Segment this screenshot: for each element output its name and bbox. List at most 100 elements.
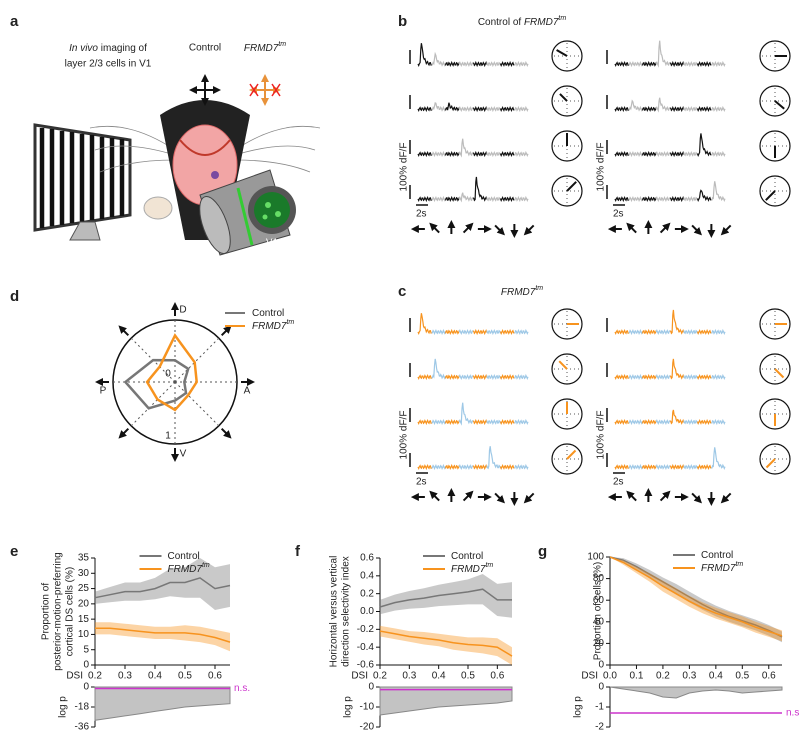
trace (655, 40, 671, 68)
series-line (609, 556, 783, 638)
direction-arrow (494, 224, 505, 236)
trace (614, 374, 630, 381)
logp-area (94, 686, 231, 721)
x-tick-label: 0.4 (148, 671, 162, 682)
y-axis-label: direction selectivity index (341, 556, 352, 667)
y-tick-label: -18 (75, 702, 90, 713)
direction-arrow (462, 490, 474, 502)
panel-label: d (10, 288, 19, 305)
trace (486, 373, 502, 381)
legend-label: FRMD7tm (451, 562, 493, 574)
y-axis-label: log p (573, 696, 584, 718)
x-scale-label: 2s (613, 477, 624, 488)
trace (696, 328, 712, 336)
trace (458, 328, 473, 336)
y-tick-label: 0.6 (360, 553, 374, 564)
trace (641, 463, 657, 470)
legend-name: Control (701, 550, 733, 561)
trace (514, 195, 529, 203)
trace (614, 329, 630, 336)
trace (431, 150, 447, 158)
trace (417, 196, 433, 203)
y-tick-label: -2 (595, 722, 604, 733)
trace (641, 328, 657, 335)
x-scale-label: 2s (416, 477, 427, 488)
x-axis-label: DSI (351, 671, 368, 682)
trace (499, 195, 515, 203)
x-tick-label: 0.6 (208, 671, 222, 682)
trace (417, 419, 433, 426)
trace (444, 102, 460, 112)
legend-label: FRMD7tm (252, 319, 294, 331)
category-label: V (180, 449, 187, 460)
legend-sup: tm (485, 562, 493, 569)
x-scale-label: 2s (613, 209, 624, 220)
trace (696, 60, 712, 68)
trace (444, 60, 460, 67)
trace (514, 373, 529, 381)
trace (458, 463, 473, 471)
panel-label: a (10, 13, 19, 30)
area-label: V1 (266, 238, 279, 249)
trace (486, 446, 502, 470)
trace (431, 328, 447, 336)
trace (655, 463, 670, 471)
trace (472, 176, 488, 202)
spoke (130, 381, 176, 427)
y-tick-label: 10 (78, 629, 90, 640)
trace (417, 106, 433, 113)
y-tick-label: 40 (593, 616, 605, 627)
y-axis-label: 100% dF/F (596, 143, 607, 192)
x-tick-label: 0.0 (603, 671, 617, 682)
y-tick-label: -0.2 (357, 624, 375, 635)
trace (472, 105, 488, 113)
trace (499, 373, 515, 381)
panel-title: FRMD7tm (501, 285, 543, 297)
panel-label: e (10, 543, 18, 560)
trace (711, 60, 726, 68)
x-tick-label: 0.5 (461, 671, 475, 682)
trace (417, 374, 433, 381)
trace (458, 105, 473, 113)
direction-arrow (626, 222, 637, 234)
y-axis-label: 100% dF/F (596, 411, 607, 460)
trace (683, 328, 699, 336)
polar-mini-vector (566, 181, 577, 192)
y-tick-label: -36 (75, 722, 90, 733)
trace (614, 151, 630, 158)
trace (641, 60, 657, 67)
y-tick-label: 0 (598, 660, 604, 671)
trace (431, 51, 447, 67)
legend-name: FRMD7 (701, 563, 736, 574)
trace (486, 105, 502, 113)
trace (486, 328, 502, 336)
trace (641, 150, 657, 157)
trace (417, 313, 433, 336)
spoke (174, 337, 220, 383)
trace (499, 463, 515, 471)
direction-arrow (626, 490, 637, 502)
trace (514, 328, 529, 336)
x-tick-label: 0.2 (373, 671, 387, 682)
polar-mini-vector (566, 449, 577, 460)
y-tick-label: 20 (593, 638, 605, 649)
category-label: A (244, 386, 251, 397)
trace (628, 150, 644, 158)
direction-arrow (220, 427, 232, 439)
trace (669, 463, 685, 471)
y-tick-label: -10 (360, 702, 375, 713)
polar-mini-vector (765, 458, 776, 469)
y-axis-label: cortical DS cells (%) (65, 567, 76, 656)
y-tick-label: 100 (587, 552, 604, 563)
panel-title: Control of FRMD7tm (478, 15, 567, 27)
y-axis-label: posterior-motion-preferring (53, 552, 64, 670)
y-tick-label: -1 (595, 702, 604, 713)
category-label: D (179, 305, 186, 316)
polar-mini-vector (774, 100, 785, 110)
trace (514, 150, 529, 158)
direction-arrow (118, 427, 130, 439)
trace (669, 195, 685, 203)
radar-line (123, 358, 190, 410)
trace (472, 418, 488, 426)
polar-mini-vector (558, 360, 568, 370)
